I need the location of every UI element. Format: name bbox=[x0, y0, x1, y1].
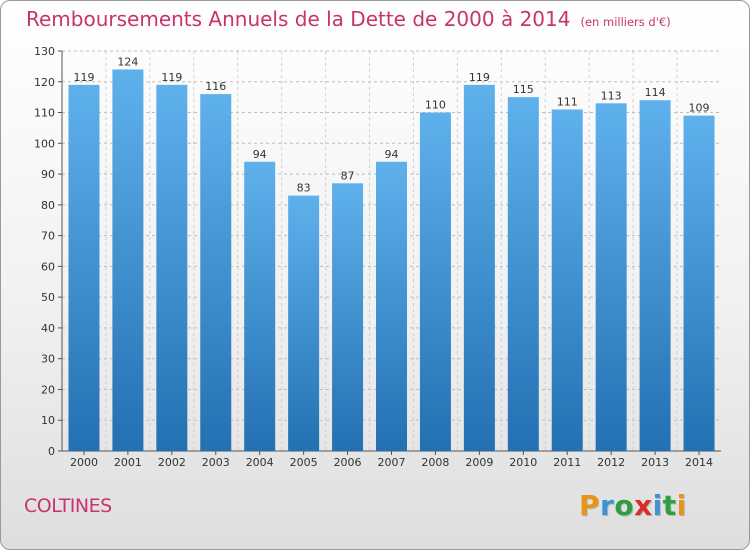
y-tick-label: 30 bbox=[41, 353, 55, 366]
x-tick-label: 2008 bbox=[421, 456, 449, 469]
bar bbox=[244, 161, 276, 451]
data-label: 119 bbox=[161, 71, 182, 84]
x-tick-label: 2007 bbox=[378, 456, 406, 469]
y-tick-label: 120 bbox=[34, 76, 55, 89]
bar bbox=[463, 84, 495, 451]
x-tick-label: 2002 bbox=[158, 456, 186, 469]
data-label: 114 bbox=[645, 86, 666, 99]
data-label: 110 bbox=[425, 99, 446, 112]
logo-letter: r bbox=[600, 489, 615, 522]
bar bbox=[639, 100, 671, 451]
data-label: 116 bbox=[205, 80, 226, 93]
data-label: 111 bbox=[557, 95, 578, 108]
x-tick-label: 2014 bbox=[685, 456, 713, 469]
x-tick-label: 2004 bbox=[246, 456, 274, 469]
proxiti-logo[interactable]: Proxiti bbox=[579, 489, 687, 522]
y-tick-label: 20 bbox=[41, 383, 55, 396]
chart-title: Remboursements Annuels de la Dette de 20… bbox=[26, 7, 671, 31]
bar bbox=[507, 97, 539, 452]
y-tick-label: 0 bbox=[48, 445, 55, 458]
data-label: 94 bbox=[385, 148, 399, 161]
logo-letter: o bbox=[614, 489, 635, 522]
data-label: 119 bbox=[73, 71, 94, 84]
data-label: 124 bbox=[117, 55, 138, 68]
bar bbox=[595, 103, 627, 452]
data-label: 94 bbox=[253, 148, 267, 161]
x-tick-label: 2000 bbox=[70, 456, 98, 469]
y-tick-label: 60 bbox=[41, 260, 55, 273]
y-tick-label: 110 bbox=[34, 107, 55, 120]
x-tick-label: 2003 bbox=[202, 456, 230, 469]
commune-name: COLTINES bbox=[24, 495, 112, 517]
y-tick-label: 70 bbox=[41, 230, 55, 243]
x-tick-label: 2010 bbox=[509, 456, 537, 469]
bar bbox=[551, 109, 583, 451]
x-tick-label: 2005 bbox=[290, 456, 318, 469]
title-main: Remboursements Annuels de la Dette de 20… bbox=[26, 7, 571, 31]
logo-letter: P bbox=[579, 489, 601, 522]
x-tick-label: 2012 bbox=[597, 456, 625, 469]
title-unit: (en milliers d'€) bbox=[580, 15, 671, 29]
x-tick-label: 2013 bbox=[641, 456, 669, 469]
x-tick-label: 2001 bbox=[114, 456, 142, 469]
logo-letter: i bbox=[652, 489, 663, 522]
data-label: 83 bbox=[297, 182, 311, 195]
bar bbox=[112, 69, 144, 451]
bar bbox=[156, 84, 188, 451]
bar bbox=[288, 195, 320, 451]
x-tick-label: 2011 bbox=[553, 456, 581, 469]
data-label: 115 bbox=[513, 83, 534, 96]
y-tick-label: 50 bbox=[41, 291, 55, 304]
x-tick-label: 2009 bbox=[465, 456, 493, 469]
y-tick-label: 100 bbox=[34, 137, 55, 150]
bar bbox=[68, 84, 100, 451]
data-label: 87 bbox=[341, 169, 355, 182]
y-tick-label: 80 bbox=[41, 199, 55, 212]
x-tick-label: 2006 bbox=[334, 456, 362, 469]
bar bbox=[376, 161, 407, 451]
y-tick-label: 130 bbox=[34, 45, 55, 58]
logo-letter: x bbox=[634, 489, 653, 522]
data-label: 109 bbox=[689, 102, 710, 115]
data-label: 119 bbox=[469, 71, 490, 84]
logo-letter: t bbox=[662, 489, 677, 522]
data-label: 113 bbox=[601, 89, 622, 102]
bar bbox=[200, 94, 232, 452]
bar bbox=[419, 112, 451, 452]
logo-letter: i bbox=[676, 489, 687, 522]
bar bbox=[332, 183, 364, 452]
bar bbox=[683, 115, 715, 451]
y-tick-label: 90 bbox=[41, 168, 55, 181]
y-tick-label: 40 bbox=[41, 322, 55, 335]
y-tick-label: 10 bbox=[41, 414, 55, 427]
